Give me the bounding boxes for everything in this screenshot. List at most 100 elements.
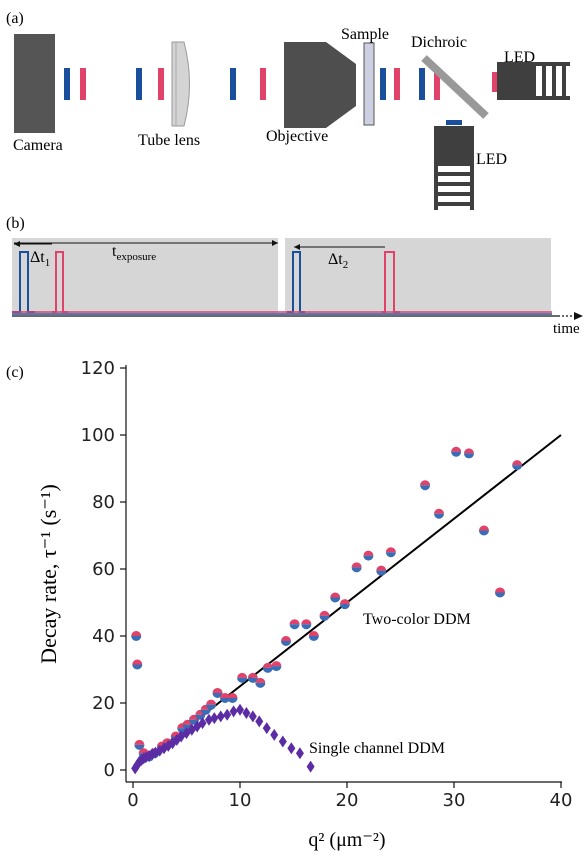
- single-channel-series: [131, 703, 315, 775]
- two-color-point: [131, 631, 142, 642]
- two-color-point: [212, 687, 223, 698]
- point-top-half: [289, 619, 300, 625]
- point-top-half: [478, 525, 489, 531]
- point-bottom-half: [363, 555, 374, 561]
- y-tick-label: 0: [104, 760, 115, 781]
- y-tick-label: 60: [92, 559, 115, 580]
- point-bottom-half: [262, 667, 273, 673]
- two-color-point: [319, 610, 330, 621]
- red-marker: [394, 68, 400, 100]
- single-channel-point: [229, 705, 238, 718]
- led-right-label: LED: [504, 49, 535, 66]
- point-bottom-half: [308, 636, 319, 642]
- exposure-label: texposure: [112, 243, 156, 263]
- two-color-point: [301, 619, 312, 630]
- tube-lens-label: Tube lens: [138, 132, 200, 149]
- single-channel-point: [270, 728, 279, 741]
- panel-c-label: (c): [6, 364, 24, 381]
- point-top-half: [385, 547, 396, 553]
- two-color-point: [247, 672, 258, 683]
- y-axis-label: Decay rate, τ⁻¹ (s⁻¹): [36, 484, 61, 664]
- red-marker: [260, 68, 266, 100]
- point-bottom-half: [339, 604, 350, 610]
- single-channel-point: [216, 710, 225, 723]
- point-bottom-half: [212, 692, 223, 698]
- point-bottom-half: [132, 664, 143, 670]
- two-color-point: [227, 692, 238, 703]
- axis-ticks: 0 10 20 30 40 0 20 40 60 80 100 120: [81, 358, 573, 811]
- two-color-point: [262, 662, 273, 673]
- time-axis-arrow-icon: [574, 312, 583, 320]
- panel-b-label: (b): [6, 215, 25, 232]
- single-channel-point: [236, 703, 244, 716]
- objective-label: Objective: [266, 128, 328, 145]
- single-channel-point: [306, 760, 315, 773]
- red-marker: [434, 68, 440, 100]
- blue-marker: [230, 68, 236, 100]
- tube-lens-icon: [171, 41, 190, 127]
- point-bottom-half: [351, 567, 362, 573]
- point-top-half: [434, 508, 445, 514]
- sample-slide: [363, 42, 375, 126]
- point-bottom-half: [220, 697, 231, 703]
- point-top-half: [451, 446, 462, 452]
- point-top-half: [134, 739, 145, 745]
- sample-label: Sample: [341, 26, 389, 43]
- time-label: time: [553, 321, 580, 337]
- point-top-half: [247, 672, 258, 678]
- two-color-point: [385, 547, 396, 558]
- led-bottom-icon: [434, 126, 474, 210]
- blue-marker: [419, 68, 425, 100]
- blue-marker: [136, 68, 142, 100]
- x-tick-label: 30: [443, 790, 466, 811]
- two-color-point: [132, 659, 143, 670]
- single-channel-point: [287, 742, 296, 755]
- point-bottom-half: [131, 636, 142, 642]
- two-color-point: [206, 699, 217, 710]
- point-top-half: [206, 699, 217, 705]
- point-bottom-half: [512, 465, 523, 471]
- exposure-window-1: [12, 238, 278, 313]
- point-top-half: [262, 662, 273, 668]
- x-tick-label: 0: [127, 790, 138, 811]
- y-tick-label: 100: [81, 425, 115, 446]
- dt2-arrowhead-icon: [294, 244, 300, 250]
- point-top-half: [330, 592, 341, 598]
- point-top-half: [255, 677, 266, 683]
- y-tick-label: 40: [92, 626, 115, 647]
- two-color-point: [478, 525, 489, 536]
- point-top-half: [363, 550, 374, 556]
- two-color-point: [339, 599, 350, 610]
- point-top-half: [212, 687, 223, 693]
- x-axis-label: q² (μm⁻²): [308, 829, 385, 851]
- point-bottom-half: [281, 641, 292, 647]
- two-color-point: [376, 565, 387, 576]
- two-color-point: [351, 562, 362, 573]
- two-color-point: [451, 446, 462, 457]
- point-bottom-half: [434, 513, 445, 519]
- single-channel-point: [278, 735, 287, 748]
- point-top-half: [463, 448, 474, 454]
- single-channel-point: [204, 713, 213, 726]
- two-color-point: [281, 636, 292, 647]
- single-channel-point: [255, 715, 264, 728]
- y-tick-label: 120: [81, 358, 115, 379]
- two-color-point: [363, 550, 374, 561]
- beam-markers: [64, 68, 497, 125]
- point-top-half: [131, 631, 142, 636]
- point-top-half: [281, 636, 292, 642]
- two-color-point: [237, 672, 248, 683]
- led-bottom-label: LED: [476, 151, 507, 168]
- two-color-point: [420, 480, 431, 491]
- point-bottom-half: [271, 666, 282, 672]
- single-channel-point: [198, 717, 207, 730]
- point-top-half: [420, 480, 431, 486]
- point-bottom-half: [227, 697, 238, 703]
- blue-marker: [64, 68, 70, 100]
- two-color-annotation: Two-color DDM: [363, 611, 471, 628]
- x-tick-label: 20: [336, 790, 359, 811]
- single-channel-point: [223, 708, 232, 721]
- single-channel-point: [210, 712, 219, 725]
- two-color-point: [434, 508, 445, 519]
